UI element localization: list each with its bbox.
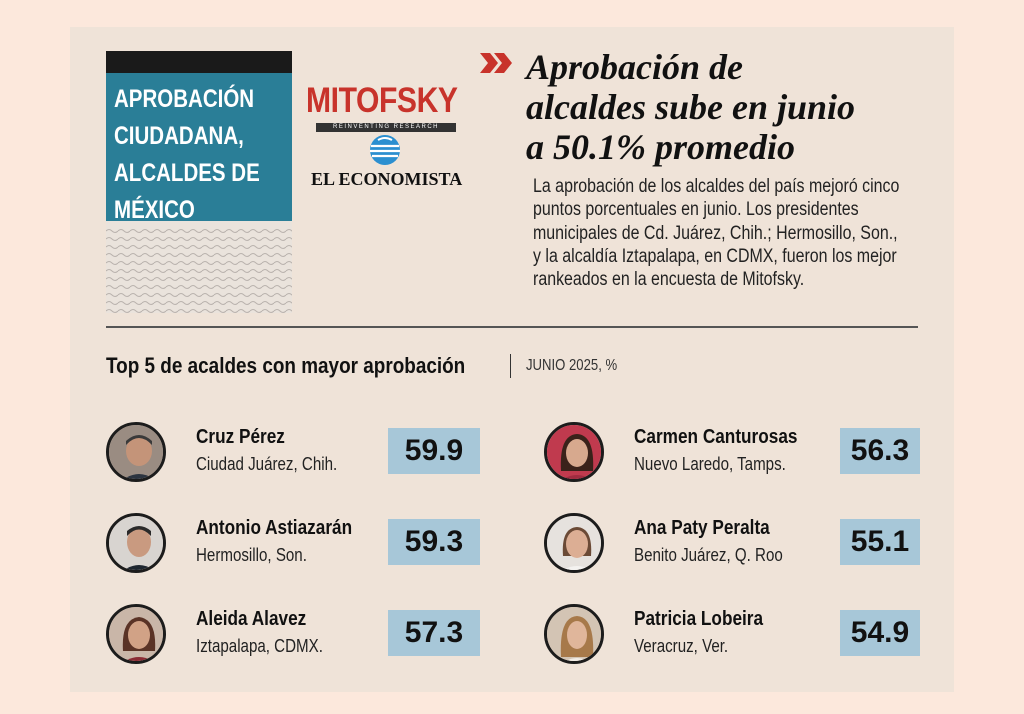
mitofsky-wordmark: MITOFSKY: [306, 81, 458, 120]
avatar: [106, 422, 166, 482]
tag-line-1: APROBACIÓN: [114, 85, 255, 113]
mitofsky-logo: MITOFSKY REINVENTING RESEARCH: [306, 73, 468, 143]
tag-line-2: CIUDADANA,: [114, 122, 244, 150]
approval-score: 54.9: [840, 610, 920, 656]
mayor-name: Ana Paty Peralta: [634, 517, 770, 539]
tag-line-3: ALCALDES DE: [114, 159, 260, 187]
avatar: [544, 604, 604, 664]
mayor-row: Antonio Astiazarán Hermosillo, Son. 59.3: [106, 513, 486, 579]
mayor-city: Nuevo Laredo, Tamps.: [634, 454, 786, 474]
avatar: [544, 422, 604, 482]
mitofsky-tagline: REINVENTING RESEARCH: [316, 123, 456, 132]
tag-title: APROBACIÓN CIUDADANA, ALCALDES DE MÉXICO: [114, 81, 260, 229]
avatar: [106, 604, 166, 664]
el-economista-wordmark: EL ECONOMISTA: [311, 169, 463, 189]
mayor-name: Patricia Lobeira: [634, 608, 764, 630]
el-economista-globe-icon: [370, 135, 400, 165]
mayor-row: Cruz Pérez Ciudad Juárez, Chih. 59.9: [106, 422, 486, 488]
mayor-row: Carmen Canturosas Nuevo Laredo, Tamps. 5…: [544, 422, 924, 488]
mayor-city: Iztapalapa, CDMX.: [196, 636, 323, 656]
mayor-city: Benito Juárez, Q. Roo: [634, 545, 783, 565]
topic-tag: APROBACIÓN CIUDADANA, ALCALDES DE MÉXICO: [106, 51, 292, 313]
mayor-row: Ana Paty Peralta Benito Juárez, Q. Roo 5…: [544, 513, 924, 579]
mayor-row: Patricia Lobeira Veracruz, Ver. 54.9: [544, 604, 924, 670]
tag-line-4: MÉXICO: [114, 196, 195, 224]
double-chevron-icon: [480, 53, 512, 73]
section-title: Top 5 de acaldes con mayor aprobación: [106, 353, 466, 378]
approval-score: 59.9: [388, 428, 480, 474]
section-note: JUNIO 2025, %: [526, 357, 618, 374]
avatar: [106, 513, 166, 573]
tag-title-box: [106, 73, 292, 221]
mayor-city: Veracruz, Ver.: [634, 636, 729, 656]
approval-score: 55.1: [840, 519, 920, 565]
wave-pattern: [106, 227, 292, 313]
approval-score: 59.3: [388, 519, 480, 565]
divider: [106, 326, 918, 328]
headline-line-1: Aprobación de: [526, 47, 744, 87]
headline-line-3: a 50.1% promedio: [526, 127, 795, 167]
headline: Aprobación de alcaldes sube en junio a 5…: [526, 47, 946, 167]
mayor-city: Ciudad Juárez, Chih.: [196, 454, 338, 474]
mayor-name: Carmen Canturosas: [634, 426, 798, 448]
section-separator: [510, 354, 511, 378]
tag-top-bar: [106, 51, 292, 73]
approval-score: 56.3: [840, 428, 920, 474]
mayor-name: Antonio Astiazarán: [196, 517, 353, 539]
lead-paragraph: La aprobación de los alcaldes del país m…: [533, 176, 900, 291]
mayor-name: Cruz Pérez: [196, 426, 285, 448]
infographic-card: APROBACIÓN CIUDADANA, ALCALDES DE MÉXICO…: [70, 27, 954, 692]
avatar: [544, 513, 604, 573]
section-header: Top 5 de acaldes con mayor aprobación JU…: [106, 353, 617, 379]
mayor-row: Aleida Alavez Iztapalapa, CDMX. 57.3: [106, 604, 486, 670]
mayor-name: Aleida Alavez: [196, 608, 307, 630]
headline-line-2: alcaldes sube en junio: [526, 87, 856, 127]
mayor-city: Hermosillo, Son.: [196, 545, 307, 565]
approval-score: 57.3: [388, 610, 480, 656]
